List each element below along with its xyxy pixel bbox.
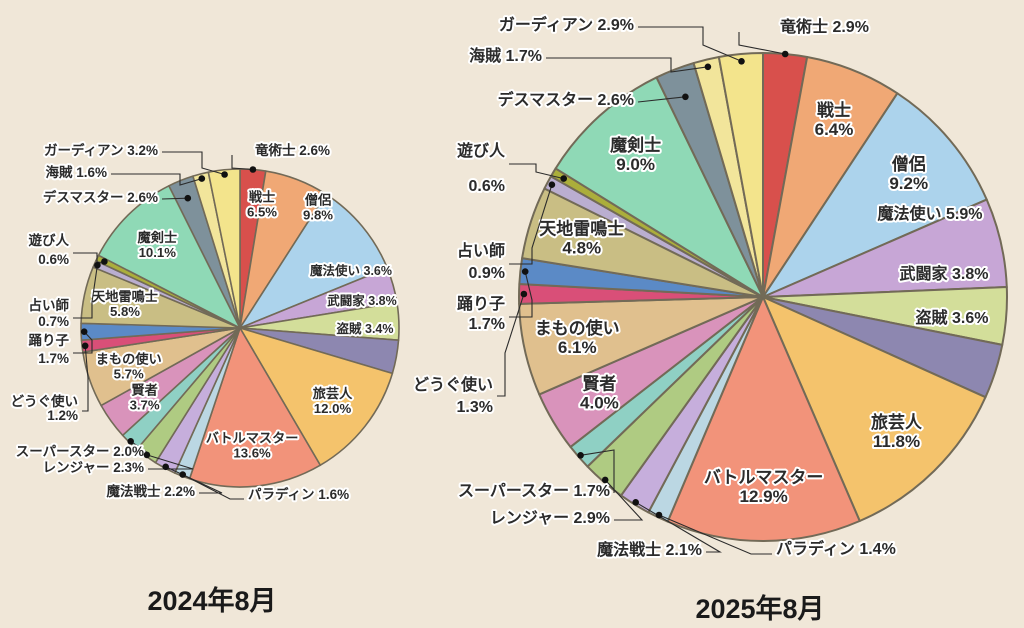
svg-text:盗賊 3.4%: 盗賊 3.4% [337,321,394,336]
svg-text:僧侶: 僧侶 [305,192,331,208]
svg-text:旅芸人: 旅芸人 [871,412,923,432]
svg-text:魔法戦士 2.2%: 魔法戦士 2.2% [106,483,195,499]
svg-text:ガーディアン 3.2%: ガーディアン 3.2% [44,142,158,158]
svg-text:海賊 1.7%: 海賊 1.7% [469,46,542,65]
svg-text:天地雷鳴士: 天地雷鳴士 [92,288,158,304]
svg-text:パラディン 1.6%: パラディン 1.6% [248,486,349,502]
svg-text:魔剣士: 魔剣士 [610,135,661,155]
svg-text:1.2%: 1.2% [47,408,78,423]
svg-text:13.6%: 13.6% [233,446,271,461]
svg-text:2024年8月: 2024年8月 [147,585,276,616]
svg-text:まもの使い: まもの使い [535,318,620,338]
svg-text:占い師: 占い師 [457,241,505,260]
svg-text:12.0%: 12.0% [314,401,352,416]
svg-text:まもの使い: まもの使い [96,351,162,367]
svg-text:賢者: 賢者 [131,382,157,397]
svg-text:6.1%: 6.1% [558,338,597,357]
svg-text:スーパースター 2.0%: スーパースター 2.0% [16,444,144,459]
svg-text:盗賊 3.6%: 盗賊 3.6% [916,308,989,327]
svg-text:スーパースター 1.7%: スーパースター 1.7% [458,482,610,500]
svg-text:4.8%: 4.8% [562,238,601,257]
svg-text:魔法戦士 2.1%: 魔法戦士 2.1% [597,540,702,559]
svg-text:9.2%: 9.2% [889,174,928,193]
svg-text:デスマスター 2.6%: デスマスター 2.6% [498,90,634,109]
svg-text:3.7%: 3.7% [130,397,160,412]
svg-text:6.5%: 6.5% [247,205,277,220]
svg-text:1.7%: 1.7% [38,351,69,366]
svg-text:5.8%: 5.8% [110,304,140,319]
svg-text:武闘家 3.8%: 武闘家 3.8% [327,293,396,308]
svg-text:バトルマスター: バトルマスター [206,431,299,446]
svg-text:海賊 1.6%: 海賊 1.6% [45,164,107,180]
svg-text:どうぐ使い: どうぐ使い [413,375,493,394]
svg-text:竜術士 2.6%: 竜術士 2.6% [255,142,330,158]
svg-text:2025年8月: 2025年8月 [695,593,824,624]
svg-text:魔法使い 5.9%: 魔法使い 5.9% [878,204,983,223]
svg-text:天地雷鳴士: 天地雷鳴士 [539,218,624,238]
svg-text:11.8%: 11.8% [873,432,920,451]
svg-text:1.3%: 1.3% [457,399,493,416]
svg-text:踊り子: 踊り子 [29,333,70,348]
svg-text:0.6%: 0.6% [469,178,505,195]
svg-text:遊び人: 遊び人 [457,141,506,160]
svg-text:4.0%: 4.0% [580,394,619,413]
svg-text:竜術士 2.9%: 竜術士 2.9% [780,17,869,36]
svg-text:バトルマスター: バトルマスター [704,468,824,487]
svg-text:0.9%: 0.9% [469,265,505,282]
svg-text:0.6%: 0.6% [38,252,69,267]
svg-text:賢者: 賢者 [582,374,616,394]
svg-text:0.7%: 0.7% [38,314,69,329]
svg-text:6.4%: 6.4% [815,120,854,139]
svg-text:僧侶: 僧侶 [892,154,926,174]
svg-text:遊び人: 遊び人 [29,232,70,248]
svg-text:レンジャー 2.3%: レンジャー 2.3% [43,460,144,475]
svg-text:魔法使い 3.6%: 魔法使い 3.6% [310,263,392,278]
svg-text:旅芸人: 旅芸人 [313,385,353,401]
svg-text:10.1%: 10.1% [139,245,177,260]
svg-text:5.7%: 5.7% [114,367,144,382]
svg-text:魔剣士: 魔剣士 [138,229,178,245]
svg-text:戦士: 戦士 [249,189,275,205]
svg-text:パラディン 1.4%: パラディン 1.4% [776,539,896,558]
svg-text:ガーディアン 2.9%: ガーディアン 2.9% [499,15,634,34]
svg-text:踊り子: 踊り子 [457,295,505,313]
svg-text:占い師: 占い師 [29,297,70,313]
svg-text:戦士: 戦士 [817,100,851,120]
svg-text:デスマスター 2.6%: デスマスター 2.6% [43,189,158,205]
svg-text:どうぐ使い: どうぐ使い [11,393,79,409]
svg-text:9.8%: 9.8% [303,208,333,223]
svg-text:9.0%: 9.0% [616,155,655,174]
svg-text:12.9%: 12.9% [739,487,787,506]
svg-text:1.7%: 1.7% [469,316,505,333]
svg-text:レンジャー 2.9%: レンジャー 2.9% [490,510,610,527]
svg-text:武闘家 3.8%: 武闘家 3.8% [900,264,989,283]
